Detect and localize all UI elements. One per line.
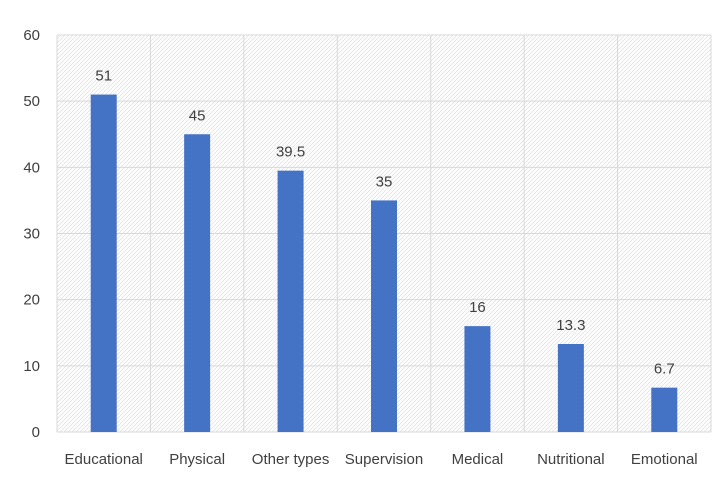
bar-medical <box>464 326 491 432</box>
y-tick-label: 10 <box>23 358 40 375</box>
labels-group: 0 10 20 30 40 50 60 51 Educational 45 Physical 39.5… <box>23 27 697 468</box>
x-category-label: Medical <box>452 451 504 468</box>
y-tick-label: 20 <box>23 292 40 309</box>
x-category-label: Nutritional <box>537 451 605 468</box>
data-label: 6.7 <box>654 361 675 378</box>
data-label: 39.5 <box>276 144 305 161</box>
y-tick-label: 60 <box>23 27 40 44</box>
x-category-label: Emotional <box>631 451 698 468</box>
bar-emotional <box>651 387 678 432</box>
y-tick-label: 50 <box>23 93 40 110</box>
bar-nutritional <box>557 343 584 432</box>
x-category-label: Educational <box>65 451 143 468</box>
y-tick-label: 0 <box>32 424 40 441</box>
data-label: 45 <box>189 107 206 124</box>
bar-supervision <box>371 200 397 432</box>
data-label: 13.3 <box>556 317 585 334</box>
y-tick-label: 30 <box>23 226 40 243</box>
x-category-label: Supervision <box>345 451 423 468</box>
x-category-label: Other types <box>252 451 330 468</box>
data-label: 35 <box>376 173 393 190</box>
bar-educational <box>90 94 117 433</box>
y-tick-label: 40 <box>23 159 40 176</box>
x-category-label: Physical <box>169 451 225 468</box>
bars-group <box>90 94 678 433</box>
data-label: 51 <box>95 68 112 85</box>
data-label: 16 <box>469 299 486 316</box>
bar-other-types <box>277 170 304 432</box>
bar-physical <box>184 134 211 432</box>
